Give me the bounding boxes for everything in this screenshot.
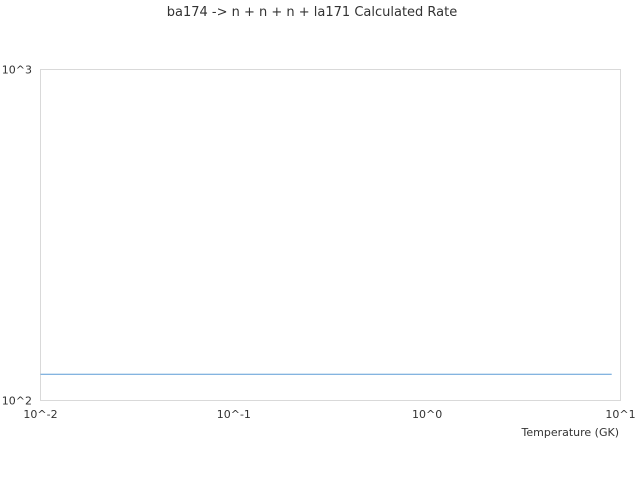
y-tick-label: 10^3 — [2, 64, 32, 77]
y-tick-label: 10^2 — [2, 395, 32, 408]
chart-title: ba174 -> n + n + n + la171 Calculated Ra… — [167, 5, 458, 20]
x-tick-label: 10^-1 — [217, 408, 251, 421]
x-tick-label: 10^1 — [605, 408, 635, 421]
x-axis-label: Temperature (GK) — [521, 426, 620, 439]
plot-area — [40, 69, 621, 401]
x-tick-label: 10^0 — [412, 408, 442, 421]
x-tick-label: 10^-2 — [23, 408, 57, 421]
